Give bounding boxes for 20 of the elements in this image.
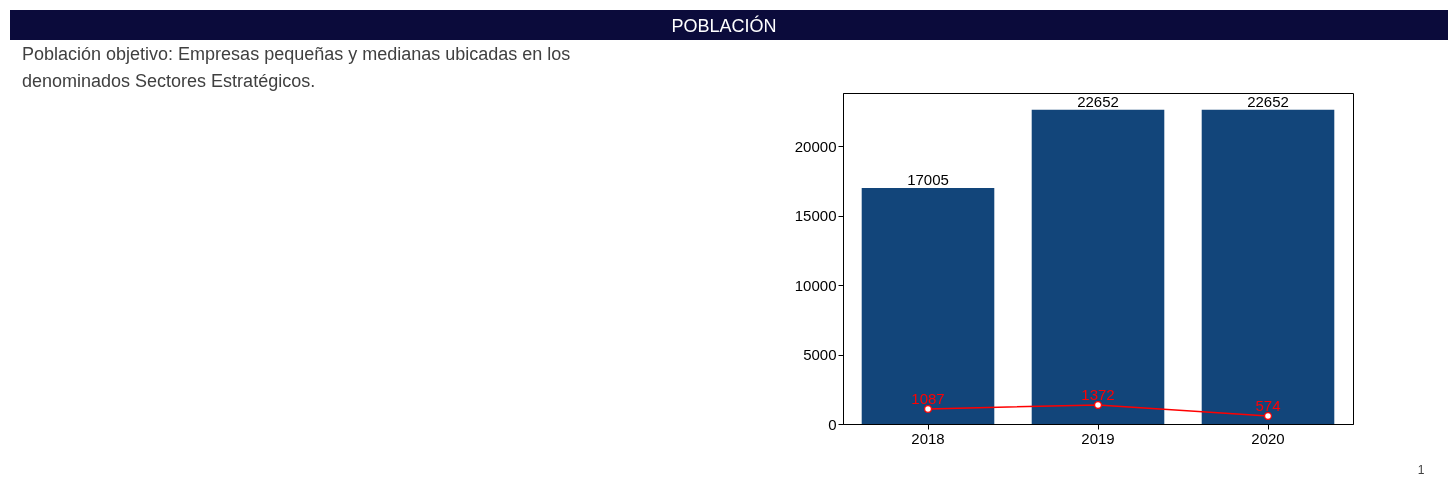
y-tick-label: 0 — [828, 415, 837, 433]
x-tick-label: 2018 — [911, 429, 945, 447]
text: Población objetivo: Empresas pequeñas y medianas ubicadas en los denominados Sectores Estratégicos. — [22, 44, 571, 91]
y-tick-label: 20000 — [794, 137, 837, 155]
data-label: 574 — [1255, 397, 1281, 415]
y-tick-label: 5000 — [803, 346, 837, 364]
data-label: 22652 — [1247, 92, 1289, 110]
chart-title: POBLACIÓN — [671, 15, 777, 36]
point — [924, 404, 932, 413]
data-label: 17005 — [907, 171, 949, 188]
point — [1264, 412, 1272, 420]
y-tick-label: 10000 — [794, 276, 837, 294]
point — [1094, 401, 1102, 409]
x-tick-label: 2020 — [1251, 429, 1285, 447]
text: 1 — [1417, 463, 1425, 477]
x-tick-label: 2019 — [1081, 429, 1115, 447]
data-label: 22652 — [1077, 92, 1119, 110]
y-tick-label: 15000 — [794, 207, 837, 225]
data-label: 1087 — [911, 389, 945, 407]
data-label: 1372 — [1081, 385, 1115, 403]
